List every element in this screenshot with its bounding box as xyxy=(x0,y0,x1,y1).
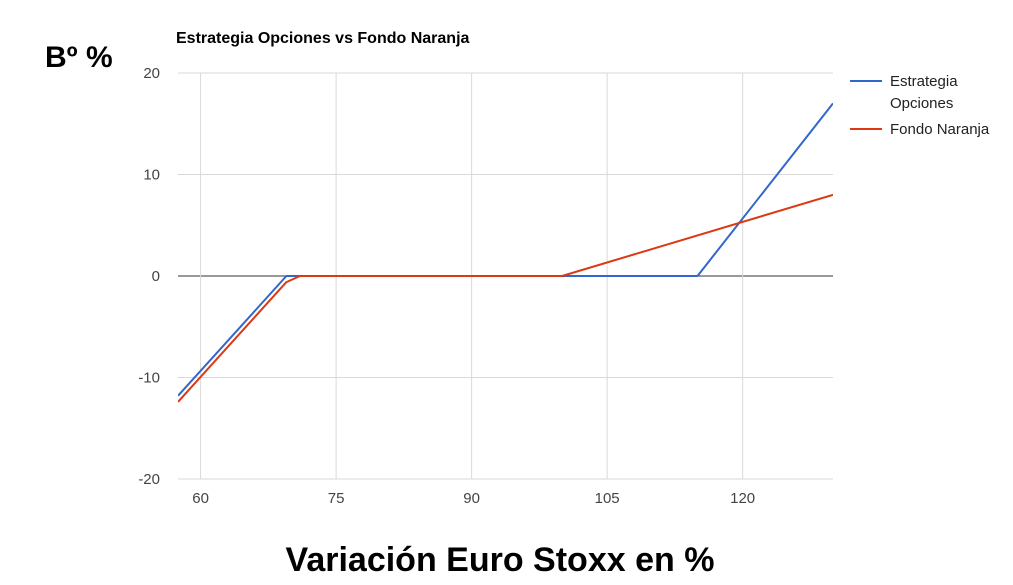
legend-label-1: Fondo Naranja xyxy=(890,121,990,138)
y-tick-label: 0 xyxy=(152,268,160,285)
x-tick-label: 90 xyxy=(463,490,480,507)
y-tick-label: 20 xyxy=(143,65,160,82)
y-axis-label: Bº % xyxy=(45,41,113,74)
x-axis-label: Variación Euro Stoxx en % xyxy=(286,541,715,579)
series-line-0 xyxy=(178,102,833,397)
x-tick-label: 75 xyxy=(328,490,345,507)
y-tick-label: -20 xyxy=(138,471,160,488)
legend-label-0: Opciones xyxy=(890,95,953,112)
x-tick-label: 60 xyxy=(192,490,209,507)
series-line-1 xyxy=(178,193,833,403)
chart-title: Estrategia Opciones vs Fondo Naranja xyxy=(176,30,470,47)
x-tick-label: 105 xyxy=(595,490,620,507)
y-tick-label: -10 xyxy=(138,370,160,387)
y-tick-label: 10 xyxy=(143,167,160,184)
legend-label-0: Estrategia xyxy=(890,73,958,90)
legend: Estrategia Opciones Fondo Naranja xyxy=(850,73,990,138)
x-tick-label: 120 xyxy=(730,490,755,507)
plot-area xyxy=(178,102,833,403)
axis-ticks: 20 10 0 -10 -20 60 75 90 105 120 xyxy=(138,65,755,507)
